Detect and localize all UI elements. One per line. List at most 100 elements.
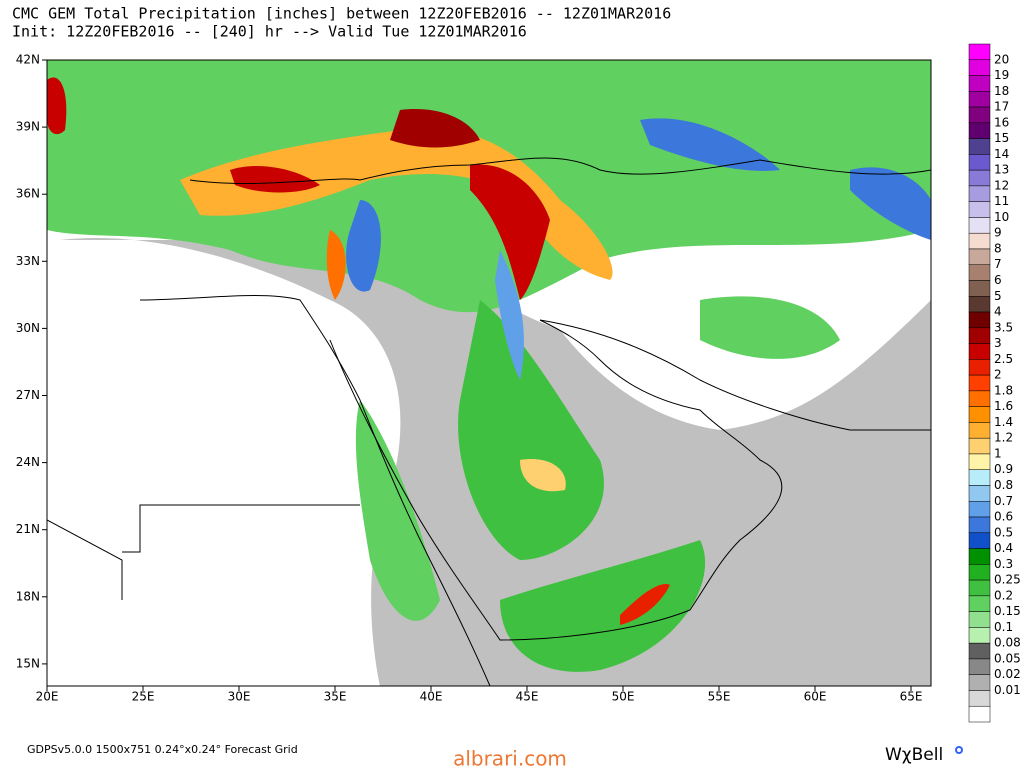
colorbar-swatch: [968, 390, 991, 407]
colorbar-label: 3.5: [994, 320, 1013, 334]
colorbar-label: 0.5: [994, 525, 1013, 539]
colorbar-swatch: [968, 75, 991, 92]
colorbar-swatch: [968, 217, 991, 234]
colorbar-label: 0.02: [994, 667, 1021, 681]
colorbar-label: 2: [994, 368, 1002, 382]
colorbar-label: 0.9: [994, 462, 1013, 476]
coast-redsea-west: [139, 295, 491, 687]
precip-red-west: [230, 165, 320, 193]
colorbar-label: 0.25: [994, 573, 1021, 587]
precip-green-arabia: [458, 300, 604, 560]
colorbar-label: 1.8: [994, 383, 1013, 397]
colorbar-swatch: [968, 422, 991, 439]
colorbar-swatch: [968, 469, 991, 486]
lat-label: 36N: [16, 187, 40, 201]
colorbar-label: 8: [994, 241, 1002, 255]
colorbar-swatch: [968, 169, 991, 187]
colorbar-swatch: [968, 154, 991, 171]
lon-label: 25E: [132, 690, 155, 704]
colorbar-swatch: [968, 201, 991, 218]
lon-label: 40E: [420, 690, 443, 704]
colorbar-label: 0.08: [994, 636, 1021, 650]
colorbar-swatch: [968, 232, 991, 250]
lat-label: 24N: [16, 455, 40, 469]
colorbar-label: 11: [994, 194, 1009, 208]
precip-orange-levant: [326, 230, 346, 300]
lat-label: 18N: [16, 589, 40, 603]
colorbar-label: 13: [994, 163, 1009, 177]
colorbar-label: 0.4: [994, 541, 1013, 555]
precip-red-greece: [47, 77, 67, 135]
colorbar-swatch: [968, 374, 991, 392]
lon-label: 55E: [708, 690, 731, 704]
precip-red-yemen: [620, 584, 670, 625]
colorbar-swatch: [968, 359, 991, 376]
colorbar-swatch: [968, 532, 991, 549]
precip-blue-iraq: [495, 250, 524, 380]
colorbar-swatch: [968, 280, 991, 297]
colorbar-swatch: [968, 705, 991, 723]
coast-north: [189, 157, 932, 184]
colorbar-swatch: [968, 122, 991, 139]
colorbar-swatch: [968, 674, 991, 691]
colorbar-label: 0.8: [994, 478, 1013, 492]
lon-label: 60E: [804, 690, 827, 704]
colorbar-swatch: [968, 406, 991, 423]
colorbar-swatch: [968, 485, 991, 502]
colorbar-swatch: [968, 690, 991, 707]
colorbar-label: 15: [994, 131, 1009, 145]
precip-orange-band: [180, 128, 613, 280]
colorbar-swatch: [968, 138, 991, 155]
colorbar-swatch: [968, 327, 991, 344]
lat-label: 15N: [16, 656, 40, 670]
colorbar-label: 3: [994, 336, 1002, 350]
coast-gulf: [539, 319, 931, 431]
colorbar-label: 19: [994, 68, 1009, 82]
title-line-2: Init: 12Z20FEB2016 -- [240] hr --> Valid…: [12, 23, 527, 41]
colorbar-label: 0.6: [994, 510, 1013, 524]
precip-yellow-arabia: [520, 459, 566, 492]
map: 42N 39N 36N 33N 30N 27N 24N 21N 18N 15N 20E 25E 30E 3…: [16, 53, 932, 704]
colorbar-label: 0.7: [994, 494, 1013, 508]
colorbar-swatch: [968, 579, 991, 597]
lat-label: 42N: [16, 53, 40, 67]
colorbar-swatch: [968, 185, 991, 202]
colorbar-label: 0.01: [994, 683, 1021, 697]
colorbar-swatch: [968, 501, 991, 518]
precip-blue-caspian: [640, 118, 780, 171]
colorbar-swatch: [968, 59, 991, 76]
colorbar-label: 1.6: [994, 399, 1013, 413]
lon-label: 50E: [612, 690, 635, 704]
precip-red-iraq: [470, 164, 550, 300]
map-frame: [46, 59, 932, 687]
colorbar-swatch: [968, 595, 991, 612]
colorbar-swatch: [968, 658, 991, 675]
grid-info: GDPSv5.0.0 1500x751 0.24°x0.24° Forecast…: [27, 743, 298, 756]
colorbar-label: 0.05: [994, 651, 1021, 665]
precip-field: [47, 60, 931, 686]
brand: WχBell: [885, 745, 943, 765]
colorbar-label: 1.2: [994, 431, 1013, 445]
colorbar-label: 0.15: [994, 604, 1021, 618]
colorbar-label: 6: [994, 273, 1002, 287]
colorbar-swatch: [968, 627, 991, 644]
colorbar-swatch: [968, 91, 991, 108]
colorbar-label: 14: [994, 147, 1009, 161]
colorbar-label: 18: [994, 84, 1009, 98]
watermark: albrari.com: [453, 747, 567, 768]
lon-label: 20E: [36, 690, 59, 704]
colorbar-label: 17: [994, 100, 1009, 114]
brand-icon: [955, 746, 963, 754]
colorbar-label: 9: [994, 226, 1002, 240]
colorbar-label: 1.4: [994, 415, 1013, 429]
precip-green-yemen: [500, 540, 706, 672]
map-axes: 42N 39N 36N 33N 30N 27N 24N 21N 18N 15N 20E 25E 30E 3…: [16, 53, 923, 704]
colorbar-swatch: [968, 642, 991, 660]
colorbar-swatch: [968, 311, 991, 329]
colorbar-swatch: [968, 264, 991, 281]
colorbar-label: 1: [994, 446, 1002, 460]
colorbar-label: 4: [994, 305, 1002, 319]
precip-blue-east: [850, 167, 931, 240]
coastlines: [46, 157, 932, 687]
colorbar-swatch: [968, 516, 991, 534]
